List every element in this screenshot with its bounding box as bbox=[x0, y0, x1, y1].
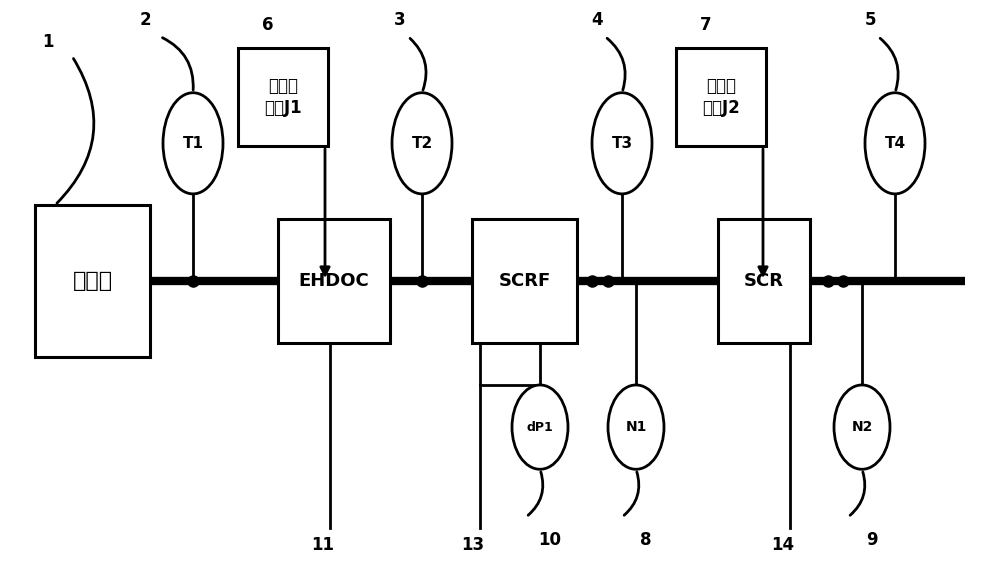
Bar bbox=[278, 219, 390, 343]
Ellipse shape bbox=[392, 93, 452, 194]
Ellipse shape bbox=[608, 385, 664, 469]
Text: 2: 2 bbox=[139, 11, 151, 29]
Text: SCR: SCR bbox=[744, 272, 784, 290]
Text: T3: T3 bbox=[611, 136, 633, 151]
Text: 7: 7 bbox=[700, 16, 712, 34]
Bar bbox=[238, 48, 328, 146]
Bar bbox=[35, 205, 150, 357]
Ellipse shape bbox=[512, 385, 568, 469]
Text: SCRF: SCRF bbox=[498, 272, 551, 290]
Text: T1: T1 bbox=[182, 136, 204, 151]
Text: 13: 13 bbox=[461, 536, 485, 554]
Text: 10: 10 bbox=[538, 531, 562, 549]
Text: 还原剂
噴射J1: 还原剂 噴射J1 bbox=[264, 77, 302, 117]
Text: 9: 9 bbox=[866, 531, 878, 549]
Text: 5: 5 bbox=[864, 11, 876, 29]
Text: 还原剂
噴射J2: 还原剂 噴射J2 bbox=[702, 77, 740, 117]
Bar bbox=[718, 219, 810, 343]
Text: T2: T2 bbox=[411, 136, 433, 151]
Text: N1: N1 bbox=[625, 420, 647, 434]
Text: EHDOC: EHDOC bbox=[299, 272, 369, 290]
Text: T4: T4 bbox=[884, 136, 906, 151]
Text: 3: 3 bbox=[394, 11, 406, 29]
Text: 4: 4 bbox=[591, 11, 603, 29]
Ellipse shape bbox=[834, 385, 890, 469]
Bar bbox=[472, 219, 577, 343]
Text: 发动机: 发动机 bbox=[72, 271, 113, 291]
Text: dP1: dP1 bbox=[527, 420, 553, 434]
Text: 14: 14 bbox=[771, 536, 795, 554]
Text: 6: 6 bbox=[262, 16, 274, 34]
Ellipse shape bbox=[592, 93, 652, 194]
Text: 8: 8 bbox=[640, 531, 652, 549]
Text: 11: 11 bbox=[312, 536, 334, 554]
Ellipse shape bbox=[865, 93, 925, 194]
Ellipse shape bbox=[163, 93, 223, 194]
Text: N2: N2 bbox=[851, 420, 873, 434]
Text: 1: 1 bbox=[42, 33, 54, 51]
Bar bbox=[676, 48, 766, 146]
